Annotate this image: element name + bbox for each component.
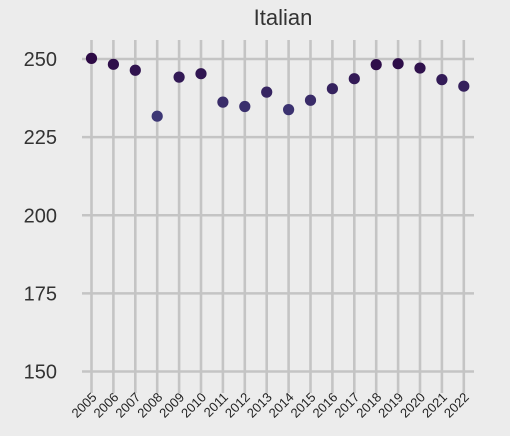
chart-title: Italian [254,5,313,30]
y-tick-label: 175 [24,283,57,305]
y-tick-label: 225 [24,127,57,149]
data-point-2011 [217,96,229,108]
y-tick-label: 200 [24,205,57,227]
data-point-2022 [458,80,470,92]
data-point-2005 [85,52,98,64]
y-tick-label: 250 [24,49,57,71]
data-point-2014 [283,104,295,116]
data-point-2007 [129,64,141,76]
y-tick-label: 150 [24,362,57,384]
y-axis-tick-labels: 150 175 200 225 250 [24,49,57,384]
data-point-2006 [107,58,119,70]
data-point-2018 [370,59,382,71]
data-point-2013 [261,86,273,98]
data-point-2012 [239,100,251,113]
data-point-2015 [304,94,317,106]
data-point-2009 [173,71,185,83]
data-point-2016 [326,83,338,95]
data-point-2008 [151,110,163,122]
data-point-2020 [414,62,426,74]
data-point-2010 [195,68,207,80]
data-point-2019 [392,58,404,70]
grid-layer [82,40,474,393]
x-tick-label: 2022 [441,390,472,421]
data-point-2017 [348,73,360,85]
x-axis-tick-labels: 2005200620072008200920102011201220132014… [69,390,472,421]
data-point-2021 [436,74,448,86]
points-layer [85,52,470,122]
